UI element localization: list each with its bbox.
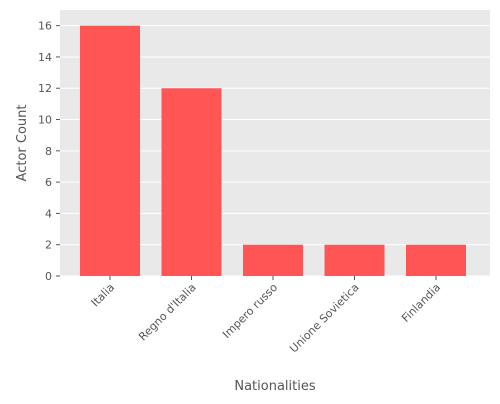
x-tick-label: Regno d'Italia: [136, 281, 198, 343]
x-axis-title: Nationalities: [234, 379, 315, 394]
y-tick-label: 10: [38, 114, 52, 127]
bars: [80, 25, 466, 276]
bar: [406, 244, 466, 276]
y-axis-title: Actor Count: [15, 105, 30, 182]
x-tick-label: Impero russo: [220, 281, 280, 341]
y-tick-label: 16: [38, 20, 52, 33]
y-tick-label: 2: [45, 239, 52, 252]
y-tick-label: 6: [45, 176, 52, 189]
bar: [161, 88, 222, 276]
x-tick-labels: Italia Regno d'Italia Impero russo Unione S…: [89, 276, 443, 355]
y-tick-label: 8: [45, 145, 52, 158]
y-tick-label: 0: [45, 270, 52, 283]
y-tick-label: 14: [38, 51, 52, 64]
y-tick-label: 4: [45, 207, 52, 220]
x-tick-label: Italia: [89, 281, 117, 309]
x-tick-label: Unione Sovietica: [287, 281, 361, 355]
bar: [324, 244, 385, 276]
bar: [80, 25, 140, 276]
y-tick-label: 12: [38, 82, 52, 95]
x-tick-label: Finlandia: [399, 281, 443, 325]
bar: [243, 244, 303, 276]
y-tick-labels: 0 2 4 6 8 10 12 14 16: [38, 20, 60, 283]
